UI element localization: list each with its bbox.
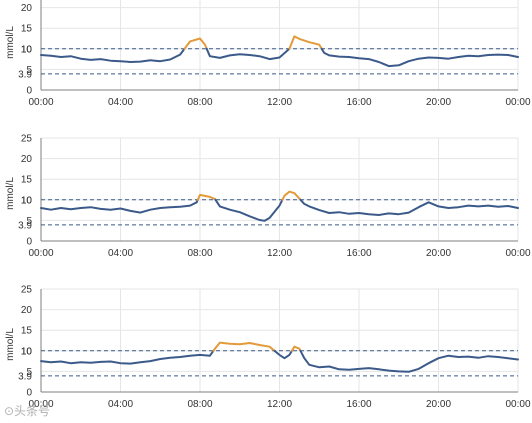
glucose-line-high (183, 37, 208, 50)
x-tick-label: 16:00 (346, 97, 371, 108)
x-tick-label: 20:00 (426, 399, 451, 410)
y-tick-label: 25 (21, 134, 33, 145)
glucose-line (40, 349, 215, 365)
y-tick-label: 10 (21, 44, 33, 55)
glucose-line (40, 198, 199, 214)
reference-label: 10 (21, 44, 33, 55)
glucose-line (40, 47, 186, 63)
watermark-text: ⊙头条号 (4, 404, 51, 418)
x-tick-label: 20:00 (426, 248, 451, 259)
glucose-line (320, 47, 519, 68)
x-tick-label: 08:00 (187, 399, 212, 410)
y-tick-label: 25 (21, 285, 33, 296)
x-tick-label: 12:00 (267, 399, 292, 410)
reference-label: 3.9 (18, 69, 32, 80)
chart-3: 0 5 10 15 20 25 00:00 04:00 08:00 12:00 16:00 20:00… (5, 285, 531, 411)
x-tick-label: 12:00 (267, 248, 292, 259)
chart-1: 051015202500:0004:0008:0012:0016:0020:00… (5, 0, 531, 108)
y-tick-label: 5 (26, 367, 32, 378)
y-tick-label: 15 (21, 175, 33, 186)
reference-label: 10 (21, 195, 33, 206)
y-axis-label: mmol/L (5, 328, 16, 361)
y-tick-label: 0 (26, 86, 32, 97)
glucose-line (205, 47, 291, 61)
x-tick-label: 04:00 (108, 248, 133, 259)
x-tick-label: 16:00 (346, 399, 371, 410)
x-tick-label: 00:00 (505, 248, 530, 259)
y-tick-label: 10 (21, 346, 33, 357)
glucose-line (299, 198, 519, 216)
x-tick-label: 20:00 (426, 97, 451, 108)
x-tick-label: 16:00 (346, 248, 371, 259)
x-tick-label: 00:00 (28, 97, 53, 108)
x-tick-label: 08:00 (187, 97, 212, 108)
glucose-line (299, 349, 519, 373)
glucose-line-high (212, 341, 276, 352)
y-tick-label: 5 (26, 65, 32, 76)
y-axis-label: mmol/L (5, 177, 16, 210)
x-tick-label: 12:00 (267, 97, 292, 108)
glucose-line-high (290, 345, 302, 352)
x-tick-label: 08:00 (187, 248, 212, 259)
y-tick-label: 15 (21, 326, 33, 337)
y-tick-label: 20 (21, 154, 33, 165)
x-tick-label: 00:00 (28, 399, 53, 410)
y-tick-label: 20 (21, 3, 33, 14)
y-tick-label: 0 (26, 237, 32, 248)
y-tick-label: 20 (21, 305, 33, 316)
y-tick-label: 5 (26, 216, 32, 227)
y-axis-label: mmol/L (5, 26, 16, 59)
glucose-line-high (281, 190, 302, 201)
chart-2: 0 5 10 15 20 25 00:00 04:00 08:00 12:00 16:00 20:00… (5, 134, 531, 260)
y-tick-label: 0 (26, 388, 32, 399)
reference-label: 10 (21, 346, 33, 357)
x-tick-label: 00:00 (505, 399, 530, 410)
glucose-line-high (288, 35, 323, 50)
x-tick-label: 00:00 (28, 248, 53, 259)
x-tick-label: 00:00 (505, 97, 530, 108)
glucose-line (273, 349, 293, 360)
reference-label: 3.9 (18, 371, 32, 382)
reference-label: 3.9 (18, 220, 32, 231)
x-tick-label: 04:00 (108, 399, 133, 410)
glucose-line (214, 198, 284, 222)
y-tick-label: 10 (21, 195, 33, 206)
x-tick-label: 04:00 (108, 97, 133, 108)
y-tick-label: 15 (21, 24, 33, 35)
